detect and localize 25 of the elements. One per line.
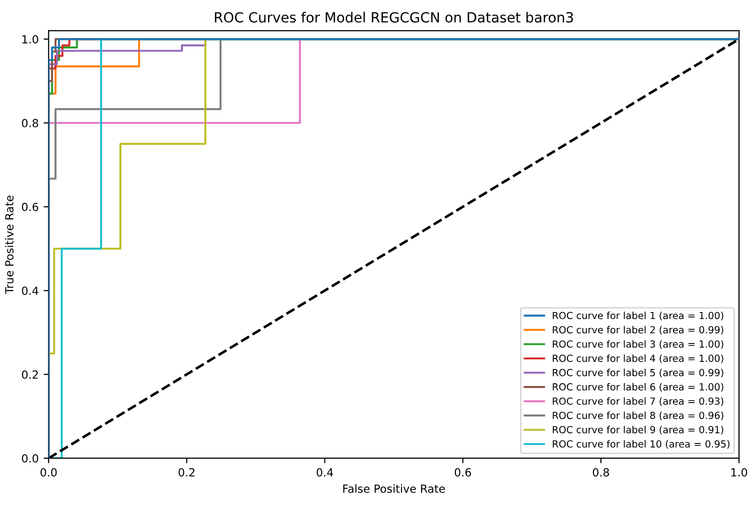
x-tick-label: 0.4 [316,468,333,477]
x-tick-label: 0.8 [592,468,610,477]
legend-label: ROC curve for label 9 (area = 0.91) [552,426,724,434]
y-tick-label: 0.8 [22,118,38,128]
y-axis-title: True Positive Rate [4,196,14,294]
y-tick-label: 1.0 [22,35,38,44]
y-tick-label: 0.2 [22,370,38,379]
y-tick-label: 0.6 [22,202,38,212]
x-tick-label: 0.6 [454,468,471,477]
legend-label: ROC curve for label 2 (area = 0.99) [552,326,724,335]
legend-label: ROC curve for label 10 (area = 0.95) [552,440,730,449]
legend-label: ROC curve for label 5 (area = 0.99) [552,368,724,378]
y-tick-label: 0.4 [22,286,38,295]
legend-label: ROC curve for label 4 (area = 1.00) [552,354,724,364]
x-tick-label: 0.2 [178,468,194,477]
legend-label: ROC curve for label 6 (area = 1.00) [552,383,724,392]
chart-title: ROC Curves for Model REGCGCN on Dataset baron3 [214,12,573,23]
legend-label: ROC curve for label 7 (area = 0.93) [552,397,724,406]
legend-label: ROC curve for label 8 (area = 0.96) [552,412,724,420]
legend-label: ROC curve for label 3 (area = 1.00) [552,340,724,349]
legend-label: ROC curve for label 1 (area = 1.00) [552,312,724,320]
x-tick-label: 1.0 [731,468,748,477]
y-tick-label: 0.0 [22,454,38,463]
x-axis-title: False Positive Rate [343,484,445,493]
x-tick-label: 0.0 [40,468,57,477]
